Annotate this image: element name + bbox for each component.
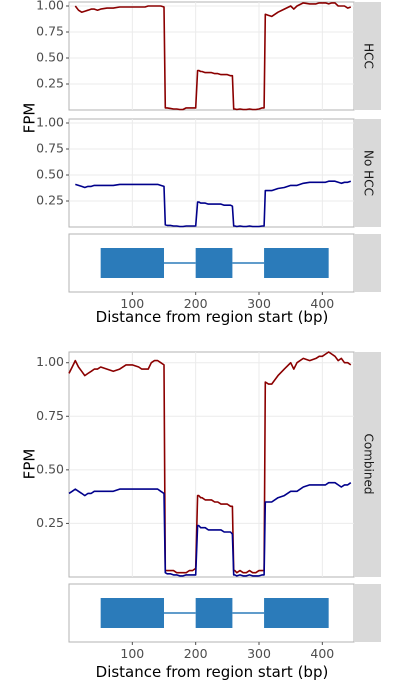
strip-label-combined: Combined: [362, 434, 376, 495]
x-tick-label: 400: [310, 646, 334, 661]
x-axis-title-top: Distance from region start (bp): [96, 308, 329, 326]
panel-hcc-yticks: 0.25 0.50 0.75 1.00: [36, 0, 69, 91]
exon-block: [195, 248, 233, 278]
series-line-0: [68, 351, 352, 574]
series-line-1: [68, 481, 352, 577]
x-ticks-top: 100 200 300 400: [120, 292, 334, 311]
strip-hcc: [355, 2, 381, 110]
series-line-0: [74, 2, 352, 111]
exon-block: [195, 598, 233, 628]
exon-block: [100, 248, 164, 278]
y-tick-label: 0.50: [36, 167, 64, 182]
y-axis-title-bottom: FPM: [21, 449, 39, 480]
gene-model-top-features: [100, 248, 329, 278]
y-tick-label: 1.00: [36, 0, 64, 13]
strip-no-hcc: [355, 119, 381, 227]
panel-hcc: 0.25 0.50 0.75 1.00 HCC: [36, 0, 381, 111]
gene-model-top: 100 200 300 400 Distance from region start …: [68, 233, 381, 326]
panel-no-hcc-yticks: 0.25 0.50 0.75 1.00: [36, 115, 69, 208]
strip-label-no-hcc: No HCC: [362, 150, 376, 196]
gene-model-bottom: 100 200 300 400 Distance from region start …: [68, 583, 381, 681]
panel-hcc-grid: [69, 2, 354, 110]
strip-gene-top: [355, 234, 381, 292]
exon-block: [264, 598, 329, 628]
x-tick-label: 400: [310, 296, 334, 311]
strip-label-hcc: HCC: [362, 43, 376, 69]
x-tick-label: 200: [184, 296, 208, 311]
y-tick-label: 1.00: [36, 115, 64, 130]
y-tick-label: 0.25: [36, 193, 64, 208]
y-axis-title-top: FPM: [21, 103, 39, 134]
exon-block: [264, 248, 329, 278]
y-tick-label: 0.50: [36, 50, 64, 65]
strip-combined: [355, 352, 381, 577]
panel-hcc-lines: [74, 2, 352, 111]
x-axis-title-bottom: Distance from region start (bp): [96, 663, 329, 681]
panel-combined-grid: [69, 352, 354, 577]
exon-block: [100, 598, 164, 628]
x-tick-label: 100: [120, 646, 144, 661]
strip-gene-bottom: [355, 584, 381, 642]
x-ticks-bottom: 100 200 300 400: [120, 642, 334, 661]
panel-no-hcc-frame: [68, 118, 355, 228]
x-tick-label: 300: [247, 296, 271, 311]
panel-no-hcc-lines: [75, 180, 352, 228]
x-tick-label: 100: [120, 296, 144, 311]
y-tick-label: 1.00: [36, 354, 64, 369]
y-tick-label: 0.75: [36, 141, 64, 156]
panel-combined-frame: [68, 351, 355, 578]
x-tick-label: 300: [247, 646, 271, 661]
series-line-0: [75, 180, 352, 228]
y-tick-label: 0.25: [36, 515, 64, 530]
y-tick-label: 0.50: [36, 461, 64, 476]
y-tick-label: 0.75: [36, 24, 64, 39]
panel-combined-yticks: 0.25 0.50 0.75 1.00: [36, 354, 69, 530]
panel-combined: 0.25 0.50 0.75 1.00 Combined: [36, 351, 381, 578]
gene-model-bottom-features: [100, 598, 329, 628]
y-tick-label: 0.25: [36, 76, 64, 91]
panel-hcc-frame: [68, 1, 355, 111]
panel-combined-lines: [68, 351, 352, 577]
panel-no-hcc: 0.25 0.50 0.75 1.00 No HCC: [36, 115, 381, 228]
y-tick-label: 0.75: [36, 408, 64, 423]
x-tick-label: 200: [184, 646, 208, 661]
panel-no-hcc-grid: [69, 119, 354, 227]
